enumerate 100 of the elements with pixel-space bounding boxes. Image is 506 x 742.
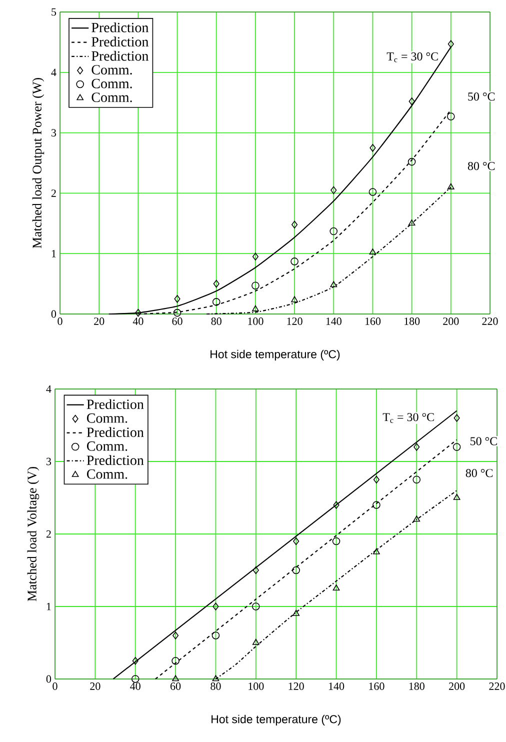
legend-label: Prediction	[92, 50, 149, 61]
x-tick-label: 200	[443, 318, 459, 325]
point	[372, 501, 380, 509]
point	[173, 308, 182, 317]
point	[292, 220, 298, 229]
point	[291, 296, 298, 302]
x-tick-label: 80	[210, 682, 221, 690]
point	[373, 548, 380, 554]
point	[292, 610, 300, 616]
point	[290, 258, 298, 266]
point	[330, 227, 338, 236]
point	[332, 584, 340, 591]
y-tick-label: 0	[51, 310, 56, 318]
x-tick-label: 60	[172, 318, 182, 325]
y-tick-label: 1	[52, 250, 56, 258]
x-tick-label: 100	[248, 682, 264, 690]
legend-label: Comm.	[86, 469, 128, 479]
point	[252, 305, 259, 312]
x-tick-label: 40	[132, 318, 144, 325]
x-tick-label: 0	[58, 318, 62, 325]
annotation: T$_{c}$ = 30 °C	[386, 52, 438, 62]
legend-label: Comm.	[86, 441, 128, 451]
y-tick-label: 3	[46, 458, 52, 466]
x-tick-label: 120	[288, 682, 304, 690]
line-series	[154, 439, 458, 680]
x-tick-label: 160	[365, 318, 381, 325]
x-tick-label: 80	[211, 318, 222, 325]
point	[452, 443, 461, 451]
y-tick-label: 0	[46, 675, 52, 683]
point	[330, 281, 338, 288]
x-tick-label: 140	[328, 682, 344, 690]
point	[212, 298, 220, 306]
point	[370, 144, 376, 152]
point	[172, 675, 179, 682]
y-tick-label: 5	[52, 8, 56, 16]
x-tick-label: 40	[130, 682, 140, 690]
x-tick-label: 160	[369, 682, 384, 690]
point	[447, 112, 455, 120]
point	[174, 295, 180, 303]
point	[212, 675, 220, 682]
legend-label: Prediction	[92, 36, 149, 47]
y-tick-label: 4	[46, 385, 52, 393]
point	[292, 566, 300, 574]
x-tick-label: 100	[248, 318, 264, 325]
annotation: 50 °C	[470, 437, 497, 446]
legend-label: Prediction	[86, 427, 144, 438]
annotation: 80 °C	[466, 469, 493, 478]
point	[252, 638, 260, 645]
point	[447, 183, 454, 190]
annotation: 80 °C	[468, 162, 495, 170]
point	[132, 656, 138, 665]
point	[252, 566, 259, 574]
point	[332, 537, 340, 546]
point	[368, 188, 377, 196]
legend-label: Prediction	[86, 455, 144, 466]
x-tick-label: 180	[409, 682, 424, 690]
point	[373, 476, 380, 484]
x-axis-title: Hot side temperature (ºC)	[210, 350, 340, 361]
legend-label: Comm.	[92, 78, 132, 88]
legend-label: Comm.	[92, 92, 132, 102]
legend-label: Comm.	[92, 65, 132, 75]
x-tick-label: 140	[326, 318, 342, 325]
x-tick-label: 120	[287, 318, 302, 325]
y-axis-title: Matched load Voltage (V)	[27, 466, 40, 602]
point	[212, 602, 219, 610]
point	[408, 158, 416, 166]
point	[330, 186, 337, 194]
point	[414, 443, 420, 451]
x-tick-label: 60	[170, 682, 181, 690]
legend-label: Prediction	[92, 22, 149, 32]
point	[135, 308, 142, 317]
point	[408, 220, 416, 226]
point	[213, 280, 220, 288]
point	[293, 537, 300, 546]
line-series	[206, 186, 452, 315]
y-tick-label: 2	[51, 190, 56, 197]
legend-label: Comm.	[86, 413, 128, 423]
point	[252, 602, 260, 610]
point	[212, 632, 220, 640]
y-tick-label: 4	[51, 68, 56, 76]
point	[454, 414, 460, 422]
point	[131, 675, 140, 683]
y-tick-label: 2	[46, 530, 51, 538]
y-tick-label: 1	[46, 602, 51, 610]
point	[412, 476, 421, 484]
point	[448, 40, 454, 48]
x-tick-label: 20	[94, 318, 104, 325]
point	[369, 248, 376, 255]
y-axis-title: Matched load Output Power (W)	[32, 78, 44, 248]
point	[413, 516, 420, 522]
point	[172, 632, 179, 640]
x-tick-label: 20	[90, 682, 100, 690]
line-series	[215, 490, 458, 680]
point	[408, 97, 415, 106]
x-tick-label: 220	[489, 682, 505, 690]
x-tick-label: 200	[449, 682, 465, 690]
x-tick-label: 180	[404, 318, 420, 325]
point	[453, 494, 460, 500]
x-tick-label: 220	[482, 318, 498, 325]
legend-label: Prediction	[86, 399, 144, 410]
